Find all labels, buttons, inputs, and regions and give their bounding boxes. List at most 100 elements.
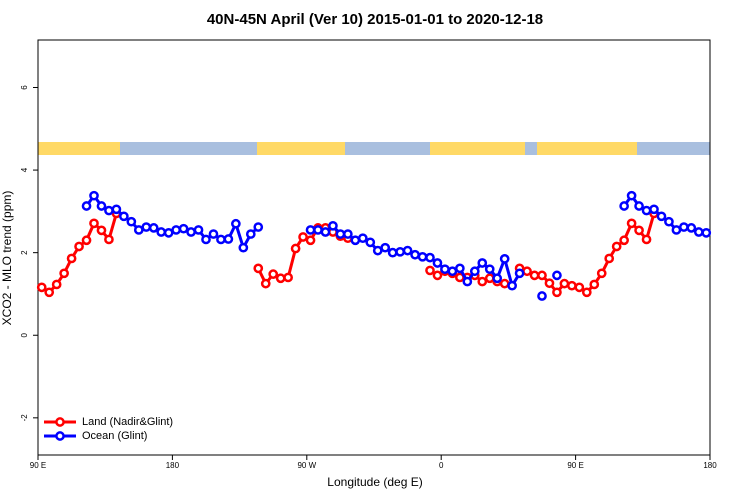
data-point — [186, 227, 196, 237]
data-point — [604, 253, 615, 264]
y-tick-label: 0 — [20, 332, 29, 337]
data-point — [574, 282, 585, 293]
data-point — [679, 222, 689, 232]
data-point — [231, 218, 241, 229]
data-point — [148, 223, 159, 233]
x-tick-label: 180 — [703, 461, 717, 470]
data-point — [432, 258, 443, 268]
legend-marker — [55, 417, 65, 427]
data-point — [343, 229, 353, 239]
data-point — [193, 225, 204, 235]
data-point — [589, 279, 600, 290]
data-point — [686, 223, 697, 233]
chart-title: 40N-45N April (Ver 10) 2015-01-01 to 202… — [207, 11, 543, 28]
data-point — [611, 241, 622, 252]
data-point — [440, 264, 450, 275]
data-point — [619, 235, 629, 246]
data-point — [596, 268, 607, 279]
data-point — [634, 225, 644, 236]
data-point — [492, 273, 503, 284]
data-point — [581, 287, 592, 298]
data-point — [305, 225, 316, 235]
data-point — [671, 225, 682, 235]
data-point — [701, 227, 712, 238]
data-point — [522, 266, 532, 277]
data-point — [656, 211, 667, 222]
data-point — [477, 258, 488, 268]
data-point — [372, 245, 383, 256]
legend-marker — [55, 431, 65, 441]
data-point — [425, 265, 435, 276]
plot-frame — [37, 39, 711, 456]
data-point — [387, 247, 398, 258]
data-point — [313, 225, 323, 235]
y-tick-label: 6 — [20, 85, 29, 90]
data-point — [320, 227, 331, 237]
data-point — [208, 229, 219, 239]
data-point — [484, 264, 495, 275]
data-point — [514, 268, 525, 279]
data-point — [537, 291, 547, 301]
data-point — [298, 232, 308, 242]
data-point — [544, 278, 555, 289]
data-point — [447, 266, 458, 277]
data-point — [552, 270, 562, 281]
data-point — [410, 249, 420, 260]
data-point — [380, 242, 391, 253]
data-point — [499, 278, 510, 289]
data-point — [59, 268, 69, 279]
data-point — [559, 278, 570, 289]
y-tick-label: -2 — [20, 414, 29, 422]
x-tick-label: 90 E — [30, 461, 46, 470]
legend-label: Ocean (Glint) — [82, 430, 147, 442]
data-point — [641, 234, 652, 245]
data-point — [469, 266, 480, 277]
data-point — [328, 220, 338, 231]
data-point — [462, 276, 473, 287]
data-point — [626, 218, 637, 229]
data-point — [402, 245, 413, 256]
data-point — [335, 229, 346, 239]
land-sea-band — [38, 142, 710, 155]
x-tick-label: 0 — [439, 461, 444, 470]
data-point — [417, 251, 428, 262]
data-point — [507, 280, 517, 291]
y-axis-label: XCO2 - MLO trend (ppm) — [0, 191, 14, 326]
data-point — [223, 234, 234, 244]
y-tick-label: 4 — [20, 167, 29, 172]
data-point — [104, 205, 114, 216]
y-tick-label: 2 — [20, 250, 29, 255]
data-point — [36, 282, 47, 293]
data-point — [111, 204, 122, 215]
data-point — [649, 204, 659, 215]
data-point — [96, 201, 107, 211]
data-point — [238, 242, 249, 253]
data-point — [156, 227, 167, 237]
x-tick-label: 90 E — [567, 461, 583, 470]
data-point — [626, 190, 637, 201]
data-point — [89, 190, 99, 201]
data-point — [253, 263, 264, 274]
x-axis-label: Longitude (deg E) — [327, 475, 422, 489]
data-point — [283, 272, 293, 283]
data-point — [567, 280, 577, 291]
data-point — [275, 273, 286, 284]
data-point — [357, 233, 368, 244]
data-point — [133, 225, 144, 235]
legend-label: Land (Nadir&Glint) — [82, 416, 173, 428]
data-point — [484, 273, 495, 284]
data-point — [104, 234, 114, 245]
data-point — [141, 222, 152, 232]
data-point — [693, 227, 704, 237]
x-tick-label: 90 W — [297, 461, 316, 470]
data-point — [201, 234, 211, 245]
data-point — [245, 229, 256, 239]
data-point — [305, 235, 316, 246]
data-point — [395, 246, 405, 257]
data-point — [552, 287, 562, 298]
data-point — [268, 269, 279, 279]
data-point — [664, 216, 674, 227]
data-point — [178, 223, 189, 234]
data-point — [499, 254, 510, 264]
data-point — [477, 276, 488, 287]
